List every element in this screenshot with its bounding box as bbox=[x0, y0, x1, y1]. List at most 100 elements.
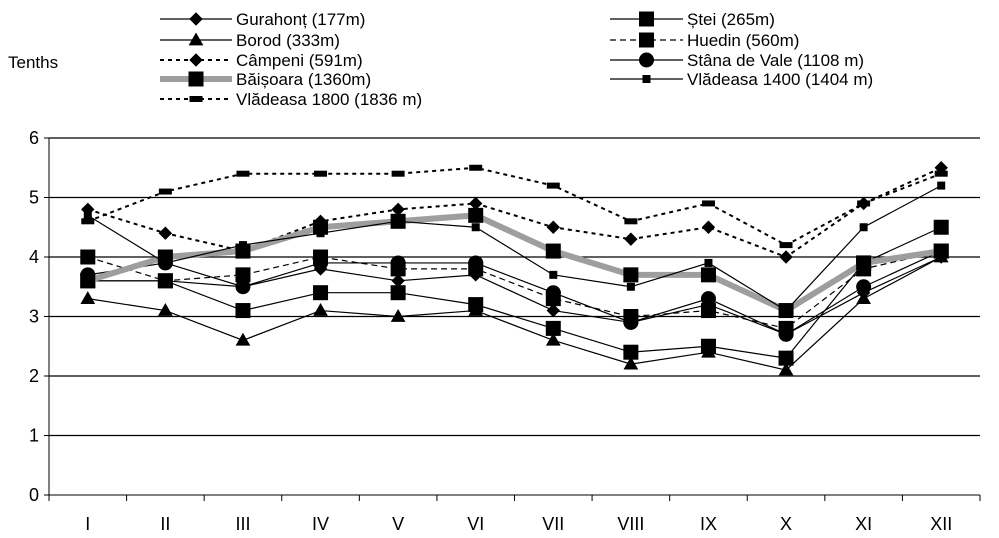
data-point-borod-333m-vii bbox=[545, 332, 561, 346]
data-point-baisoara-1360m-vi bbox=[468, 207, 484, 223]
data-point-huedin-560m-ii bbox=[157, 273, 173, 289]
data-point-baisoara-1360m-viii bbox=[623, 267, 639, 283]
data-point-vladeasa-1800-1836-m-xi bbox=[857, 200, 871, 207]
legend-swatch-marker bbox=[639, 52, 654, 68]
series-line-borod-333m bbox=[87, 256, 942, 371]
data-point-baisoara-1360m-i bbox=[80, 273, 96, 289]
data-point-stei-265m-v bbox=[390, 285, 406, 301]
legend-item-borod-333m: Borod (333m) bbox=[160, 31, 340, 50]
data-point-vladeasa-1400-1404-m-v bbox=[394, 217, 403, 226]
data-point-campeni-591m-viii bbox=[624, 232, 638, 246]
data-point-borod-333m-v bbox=[390, 308, 406, 322]
x-tick-label: III bbox=[235, 514, 250, 534]
data-point-baisoara-1360m-xi bbox=[856, 255, 872, 271]
data-point-vladeasa-1400-1404-m-x bbox=[782, 306, 791, 315]
x-tick-labels: I II III IV V VI VII VIII IX X XI XII bbox=[85, 514, 952, 534]
data-point-vladeasa-1800-1836-m-vi bbox=[469, 164, 483, 171]
x-tick-label: V bbox=[392, 514, 404, 534]
data-point-vladeasa-1400-1404-m-iv bbox=[316, 229, 325, 238]
legend-label: Huedin (560m) bbox=[687, 31, 799, 50]
series-line-huedin-560m bbox=[87, 250, 942, 330]
series-line-vladeasa-1800-1836-m bbox=[87, 166, 942, 247]
series-line-gurahont-177m bbox=[87, 256, 942, 336]
legend: Gurahonț (177m) Ștei (265m) Borod (333m) Hu… bbox=[160, 10, 873, 109]
x-tick-label: VI bbox=[467, 514, 484, 534]
x-tick-label: IV bbox=[312, 514, 329, 534]
data-point-campeni-591m-v bbox=[391, 202, 405, 217]
data-point-vladeasa-1800-1836-m-x bbox=[779, 242, 793, 249]
series-baisoara-1360m bbox=[80, 207, 949, 319]
data-point-vladeasa-1800-1836-m-ii bbox=[158, 188, 172, 195]
y-tick-labels: 0 1 2 3 4 5 6 bbox=[29, 128, 39, 505]
data-point-campeni-591m-ix bbox=[701, 220, 716, 234]
legend-label: Câmpeni (591m) bbox=[236, 51, 363, 70]
y-tick-label: 1 bbox=[29, 426, 39, 446]
x-tick-label: X bbox=[780, 514, 792, 534]
legend-item-vladeasa-1400-1404-m: Vlădeasa 1400 (1404 m) bbox=[610, 70, 873, 89]
data-point-huedin-560m-i bbox=[80, 249, 96, 265]
data-point-stana-de-vale-1108-m-xi bbox=[856, 279, 872, 295]
data-point-borod-333m-iv bbox=[313, 303, 328, 316]
x-tick-label: I bbox=[85, 514, 90, 534]
data-point-vladeasa-1800-1836-m-vii bbox=[546, 182, 560, 189]
legend-label: Stâna de Vale (1108 m) bbox=[687, 51, 864, 70]
legend-swatch-marker bbox=[188, 32, 204, 46]
data-point-campeni-591m-ii bbox=[158, 226, 173, 240]
series-line-stei-265m bbox=[87, 226, 942, 359]
data-point-campeni-591m-vi bbox=[469, 196, 483, 211]
data-point-vladeasa-1800-1836-m-ix bbox=[701, 200, 715, 207]
y-tick-label: 0 bbox=[29, 485, 39, 505]
series-gurahont-177m bbox=[81, 250, 948, 342]
data-point-stana-de-vale-1108-m-ix bbox=[700, 291, 716, 307]
axes bbox=[44, 137, 981, 501]
x-tick-label: XI bbox=[855, 514, 872, 534]
legend-swatch-marker bbox=[189, 53, 203, 67]
series-group bbox=[80, 161, 949, 376]
data-point-vladeasa-1400-1404-m-xi bbox=[859, 223, 868, 232]
legend-item-gurahont-177m: Gurahonț (177m) bbox=[160, 10, 365, 29]
data-point-baisoara-1360m-xii bbox=[933, 243, 949, 259]
series-line-vladeasa-1400-1404-m bbox=[87, 185, 942, 312]
data-point-borod-333m-ii bbox=[158, 303, 173, 316]
legend-item-huedin-560m: Huedin (560m) bbox=[610, 31, 799, 50]
data-point-vladeasa-1400-1404-m-xii bbox=[937, 181, 946, 190]
data-point-vladeasa-1800-1836-m-v bbox=[391, 170, 405, 177]
data-point-stana-de-vale-1108-m-x bbox=[778, 326, 794, 342]
series-line-baisoara-1360m bbox=[86, 212, 942, 314]
legend-swatch-marker bbox=[189, 96, 203, 102]
data-point-borod-333m-vi bbox=[468, 303, 484, 316]
data-point-borod-333m-iii bbox=[235, 332, 251, 346]
data-point-vladeasa-1400-1404-m-i bbox=[83, 211, 92, 220]
data-point-vladeasa-1400-1404-m-ix bbox=[704, 258, 713, 267]
data-point-borod-333m-ix bbox=[701, 344, 716, 358]
data-point-stana-de-vale-1108-m-vi bbox=[468, 255, 484, 271]
legend-swatch-marker bbox=[642, 75, 651, 83]
data-point-vladeasa-1400-1404-m-iii bbox=[238, 241, 247, 250]
legend-item-vladeasa-1800-1836-m: Vlădeasa 1800 (1836 m) bbox=[160, 90, 422, 109]
series-vladeasa-1800-1836-m bbox=[81, 164, 948, 249]
data-point-baisoara-1360m-ix bbox=[700, 267, 716, 283]
data-point-campeni-591m-vii bbox=[546, 220, 560, 234]
y-tick-label: 6 bbox=[29, 128, 39, 148]
series-vladeasa-1400-1404-m bbox=[83, 181, 946, 315]
data-point-vladeasa-1800-1836-m-iv bbox=[314, 170, 328, 177]
legend-label: Ștei (265m) bbox=[687, 10, 775, 29]
y-tick-label: 5 bbox=[29, 188, 39, 208]
series-line-stana-de-vale-1108-m bbox=[87, 250, 942, 336]
series-stei-265m bbox=[80, 219, 949, 366]
legend-item-campeni-591m: Câmpeni (591m) bbox=[160, 51, 363, 70]
data-point-gurahont-177m-v bbox=[391, 274, 405, 288]
legend-swatch-marker bbox=[188, 71, 204, 87]
data-point-vladeasa-1400-1404-m-vi bbox=[471, 223, 480, 232]
data-point-vladeasa-1800-1836-m-xii bbox=[934, 170, 948, 177]
data-point-baisoara-1360m-vii bbox=[545, 243, 561, 259]
data-point-borod-333m-viii bbox=[623, 356, 639, 370]
legend-item-baisoara-1360m: Băișoara (1360m) bbox=[160, 70, 371, 89]
y-axis-label: Tenths bbox=[8, 53, 58, 72]
legend-label: Vlădeasa 1800 (1836 m) bbox=[236, 90, 422, 109]
y-tick-label: 3 bbox=[29, 307, 39, 327]
data-point-vladeasa-1400-1404-m-ii bbox=[161, 258, 170, 267]
data-point-gurahont-177m-vii bbox=[546, 303, 560, 318]
legend-swatch-marker bbox=[189, 12, 203, 26]
